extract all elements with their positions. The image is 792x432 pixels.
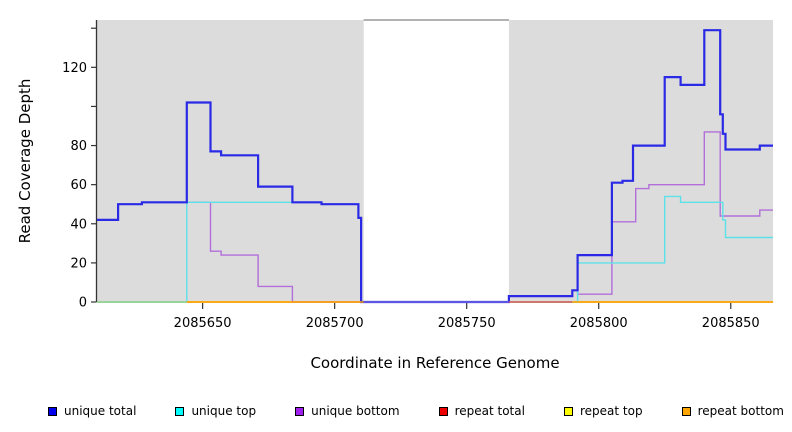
x-tick-label: 2085850: [702, 316, 760, 331]
legend-swatch-icon: [295, 406, 305, 416]
chart-legend: unique total unique top unique bottom repea…: [48, 401, 784, 421]
x-tick-label: 2085700: [306, 316, 364, 331]
legend-item-repeat-bottom: repeat bottom: [681, 404, 784, 418]
y-tick-label: 0: [79, 296, 87, 311]
legend-swatch-icon: [563, 406, 573, 416]
legend-item-unique-bottom: unique bottom: [295, 404, 400, 418]
legend-swatch-icon: [48, 406, 57, 416]
x-tick-label: 2085750: [438, 316, 496, 331]
legend-label: repeat bottom: [697, 404, 784, 418]
legend-swatch-icon: [681, 406, 691, 416]
shaded-region-2: [508, 20, 773, 303]
shaded-region-1: [97, 20, 364, 303]
legend-label: repeat top: [579, 404, 643, 418]
legend-swatch-icon: [175, 406, 185, 416]
series-unique-total: [97, 29, 773, 304]
y-tick-label: 80: [70, 139, 87, 154]
legend-item-repeat-total: repeat total: [438, 404, 525, 418]
legend-item-repeat-top: repeat top: [563, 404, 643, 418]
y-tick-label: 120: [62, 61, 87, 76]
y-tick-label: 40: [70, 217, 87, 232]
y-axis-title: Read Coverage Depth: [16, 79, 34, 244]
legend-label: unique total: [64, 404, 137, 418]
legend-swatch-icon: [438, 406, 448, 416]
x-tick-label: 2085650: [174, 316, 232, 331]
x-tick-label: 2085800: [570, 316, 628, 331]
legend-item-unique-top: unique top: [175, 404, 256, 418]
legend-item-unique-total: unique total: [48, 404, 136, 418]
legend-label: unique bottom: [311, 404, 400, 418]
x-axis-title: Coordinate in Reference Genome: [310, 354, 559, 372]
legend-label: repeat total: [454, 404, 525, 418]
y-tick-label: 60: [70, 178, 87, 193]
y-tick-label: 20: [70, 256, 87, 271]
legend-label: unique top: [191, 404, 257, 418]
